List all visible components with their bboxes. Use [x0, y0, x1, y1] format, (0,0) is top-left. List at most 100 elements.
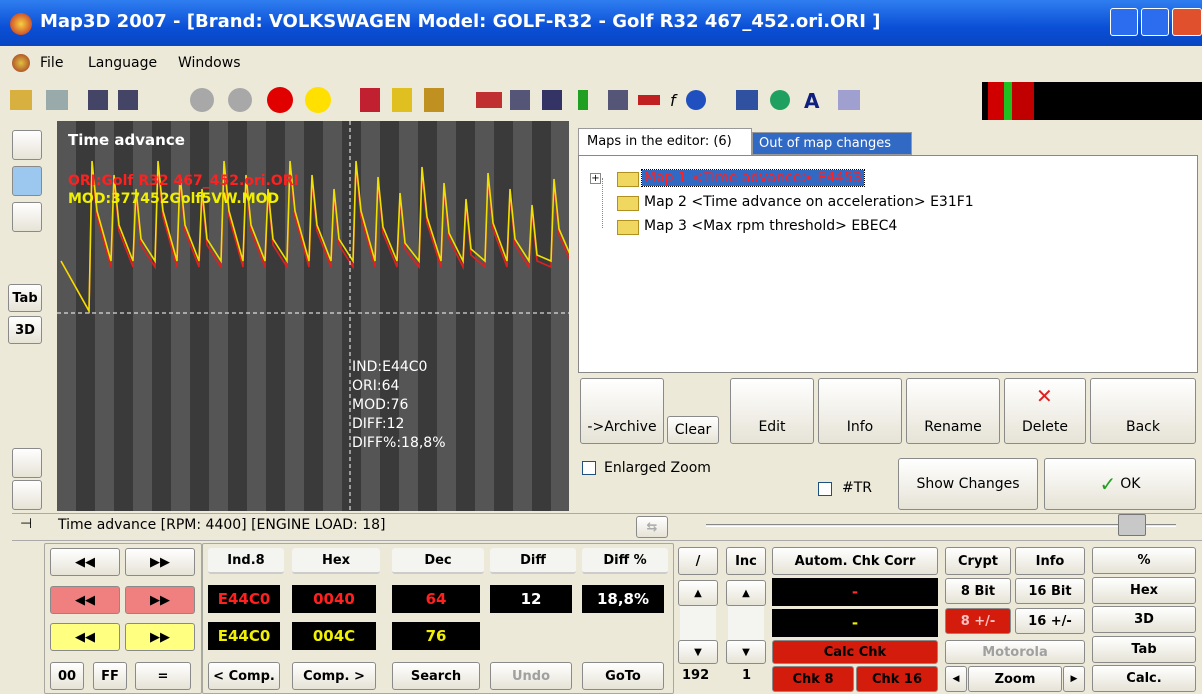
minimize-button[interactable] — [1110, 8, 1138, 36]
zoom-tool[interactable] — [12, 166, 42, 196]
side-button[interactable]: 3D — [1092, 606, 1196, 633]
prev-button[interactable]: ◀◀ — [50, 548, 120, 576]
mod-value: E44C0 — [208, 622, 280, 650]
ori-file: ORI:Golf R32 467_452.ori.ORI — [68, 173, 299, 189]
close-button[interactable] — [1172, 8, 1202, 36]
chk16-button[interactable]: Chk 16 — [856, 666, 938, 692]
edit-button[interactable]: Edit — [730, 378, 814, 444]
mod-file: MOD:377452Golf5VW.MOD — [68, 191, 280, 207]
side-button[interactable]: % — [1092, 547, 1196, 574]
zoom-button[interactable]: Zoom — [968, 666, 1062, 692]
editor-button[interactable]: Search — [392, 662, 480, 690]
checkbox-label: Enlarged Zoom — [604, 460, 711, 476]
up-button[interactable]: ▲ — [678, 580, 718, 606]
16pm-button[interactable]: 16 +/- — [1015, 608, 1085, 634]
info-button[interactable]: Info — [818, 378, 902, 444]
checkbox[interactable] — [818, 482, 832, 496]
tree-item-selected[interactable]: Map 1 <Time advance> E4453 — [641, 169, 865, 187]
menu-item[interactable]: Language — [88, 55, 158, 71]
side-button[interactable]: Calc. — [1092, 665, 1196, 692]
8pm-button[interactable]: 8 +/- — [945, 608, 1011, 634]
tab[interactable]: Maps in the editor: (6) — [578, 128, 752, 155]
tree-item[interactable]: Map 3 <Max rpm threshold> EBEC4 — [644, 218, 898, 234]
rename-button[interactable]: Rename — [906, 378, 1000, 444]
archive-button[interactable]: ->Archive — [580, 378, 664, 444]
editor-button[interactable]: Comp. > — [292, 662, 376, 690]
checkbox[interactable] — [582, 461, 596, 475]
tab-button[interactable]: Tab — [8, 284, 42, 312]
8bit-button[interactable]: 8 Bit — [945, 578, 1011, 604]
readout-line: DIFF%:18,8% — [352, 435, 446, 451]
crypt-button[interactable]: Crypt — [945, 547, 1011, 575]
ok-button[interactable]: ✓ OK — [1044, 458, 1196, 510]
ori-value: 18,8% — [582, 585, 664, 613]
mod-value: 76 — [392, 622, 480, 650]
editor-button[interactable]: Undo — [490, 662, 572, 690]
motorola-button[interactable]: Motorola — [945, 640, 1085, 664]
lock-tool[interactable] — [12, 480, 42, 510]
info-button[interactable]: Info — [1015, 547, 1085, 575]
swap-button[interactable]: ⇆ — [636, 516, 668, 538]
editor-button[interactable]: = — [135, 662, 191, 690]
readout: IND:E44C0 ORI:64 MOD:76 DIFF:12 DIFF%:18,8% — [352, 358, 446, 453]
graph-stripe — [475, 121, 494, 511]
graph-stripe — [437, 121, 456, 511]
inc-button[interactable]: Inc — [726, 547, 766, 575]
16bit-button[interactable]: 16 Bit — [1015, 578, 1085, 604]
editor-button[interactable]: FF — [93, 662, 127, 690]
tool-button[interactable] — [12, 130, 42, 160]
ok-label: OK — [1120, 476, 1141, 492]
expand-box[interactable]: + — [590, 173, 601, 184]
step-value: 1 — [742, 668, 752, 683]
tree-lines — [602, 178, 616, 228]
checkbox-label: #TR — [842, 480, 873, 496]
show-changes-button[interactable]: Show Changes — [898, 458, 1038, 510]
calc-chk-button[interactable]: Calc Chk — [772, 640, 938, 664]
status-bar — [12, 513, 1202, 541]
back-button[interactable]: Back — [1090, 378, 1196, 444]
mod-prev-button[interactable]: ◀◀ — [50, 623, 120, 651]
column-header: Diff — [490, 548, 576, 574]
chk8-button[interactable]: Chk 8 — [772, 666, 854, 692]
tab[interactable]: Out of map changes — [752, 132, 912, 155]
column-header: Ind.8 — [208, 548, 284, 574]
side-button[interactable]: Tab — [1092, 635, 1196, 663]
column-header: Hex — [292, 548, 380, 574]
next-button[interactable]: ▶▶ — [125, 548, 195, 576]
svg-text:f: f — [670, 91, 678, 110]
ori-value: 64 — [392, 585, 480, 613]
pencil-tool[interactable] — [12, 202, 42, 232]
readout-line: DIFF:12 — [352, 416, 405, 432]
ori-prev-button[interactable]: ◀◀ — [50, 586, 120, 614]
menu-item[interactable]: File — [40, 55, 64, 71]
slider-thumb[interactable] — [1118, 514, 1146, 536]
zoom-left[interactable]: ◀ — [945, 666, 967, 692]
up-button[interactable]: ▲ — [726, 580, 766, 606]
folder-icon — [617, 220, 639, 235]
delete-button[interactable]: Delete — [1004, 378, 1086, 444]
autom-chk-button[interactable]: Autom. Chk Corr — [772, 547, 938, 575]
slider-track — [706, 524, 1176, 527]
pin-icon[interactable]: ⊣ — [20, 516, 33, 532]
menu-item[interactable]: Windows — [178, 55, 241, 71]
3d-button[interactable]: 3D — [8, 316, 42, 344]
down-button[interactable]: ▼ — [678, 640, 718, 664]
editor-button[interactable]: GoTo — [582, 662, 664, 690]
editor-button[interactable]: 00 — [50, 662, 84, 690]
clear-button[interactable]: Clear — [667, 416, 719, 444]
down-button[interactable]: ▼ — [726, 640, 766, 664]
side-button[interactable]: Hex — [1092, 576, 1196, 604]
zoom-right[interactable]: ▶ — [1063, 666, 1085, 692]
checksum-display: - — [772, 578, 938, 606]
maximize-button[interactable] — [1141, 8, 1169, 36]
tree-item[interactable]: Map 2 <Time advance on acceleration> E31… — [644, 194, 974, 210]
map-tree: + Map 1 <Time advance> E4453 Map 2 <Time… — [578, 155, 1198, 373]
ori-next-button[interactable]: ▶▶ — [125, 586, 195, 614]
toolbar-icons: f A — [10, 82, 1202, 120]
picker-tool[interactable] — [12, 448, 42, 478]
mod-next-button[interactable]: ▶▶ — [125, 623, 195, 651]
slash-button[interactable]: / — [678, 547, 718, 575]
editor-button[interactable]: < Comp. — [208, 662, 280, 690]
readout-line: IND:E44C0 — [352, 359, 428, 375]
